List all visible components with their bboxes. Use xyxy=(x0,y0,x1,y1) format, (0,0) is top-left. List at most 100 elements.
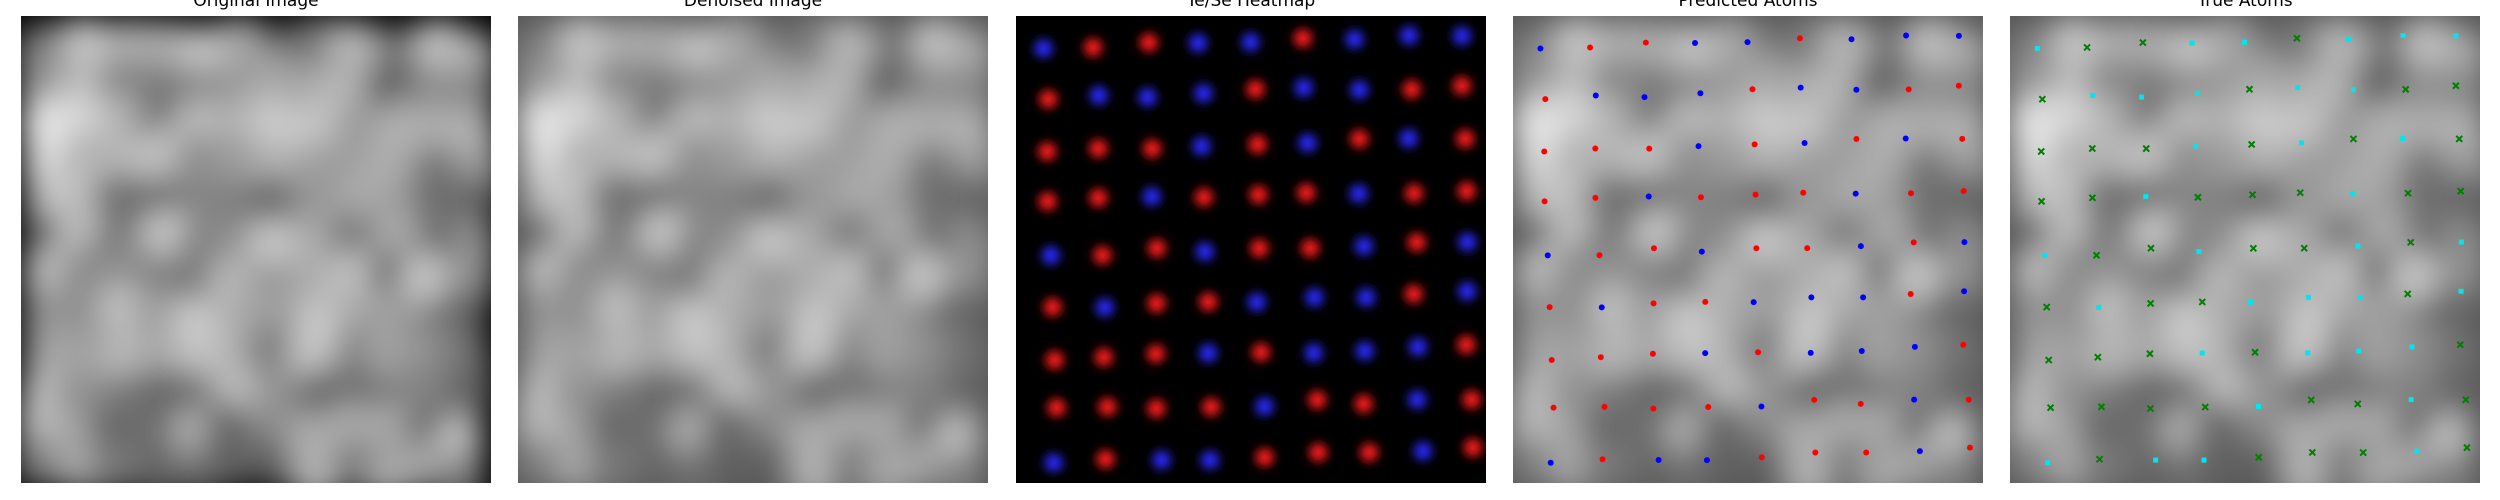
predicted-atom xyxy=(1902,135,1909,142)
texture-blob xyxy=(137,128,188,179)
texture-blob xyxy=(907,171,958,222)
texture-blob xyxy=(203,401,254,452)
panel-title: Te/Se Heatmap xyxy=(1186,0,1315,11)
texture-blob xyxy=(860,135,911,186)
texture-blob xyxy=(1781,174,1832,225)
texture-blob xyxy=(60,16,111,67)
predicted-atom xyxy=(1755,349,1762,356)
texture-blob xyxy=(1939,27,1983,78)
texture-blob xyxy=(2399,171,2450,222)
texture-blob xyxy=(746,97,798,148)
predicted-atom xyxy=(1695,143,1702,150)
panel-image xyxy=(1513,16,1983,483)
texture-blob xyxy=(1785,254,1836,306)
texture-blob xyxy=(786,174,837,225)
predicted-atom xyxy=(1541,198,1548,205)
true-atom-se xyxy=(2046,403,2055,412)
heatmap-dot xyxy=(1305,288,1324,307)
true-atom-se xyxy=(2401,85,2410,94)
texture-blob xyxy=(1855,135,1906,186)
heatmap-dot xyxy=(1308,390,1327,409)
predicted-atom xyxy=(1698,248,1705,255)
texture-blob xyxy=(1620,412,1671,463)
heatmap-dot xyxy=(1089,188,1108,207)
texture-blob xyxy=(827,249,878,300)
heatmap-dot xyxy=(1457,182,1476,201)
texture-blob xyxy=(2317,213,2368,264)
texture-blob xyxy=(248,55,299,106)
texture-blob xyxy=(250,174,301,225)
texture-blob xyxy=(1634,19,1685,70)
predicted-atom xyxy=(1598,304,1605,311)
texture-blob xyxy=(861,62,912,113)
heatmap-dot xyxy=(1202,398,1221,417)
texture-blob xyxy=(2386,440,2437,483)
texture-blob xyxy=(1547,286,1598,338)
heatmap-dot xyxy=(1404,284,1423,303)
predicted-atom xyxy=(1965,396,1972,403)
texture-blob xyxy=(2010,401,2057,453)
panel: True Atoms xyxy=(2010,0,2480,483)
true-atom-te xyxy=(2357,294,2363,300)
texture-blob xyxy=(170,298,221,349)
image-texture xyxy=(518,16,988,483)
texture-blob xyxy=(142,19,193,71)
texture-blob xyxy=(2322,289,2374,340)
heatmap-dot xyxy=(1095,298,1114,317)
texture-blob xyxy=(2195,256,2247,307)
predicted-atom xyxy=(1702,298,1709,305)
predicted-atom xyxy=(1751,141,1758,148)
predicted-atom xyxy=(1599,456,1606,463)
texture-blob xyxy=(783,413,834,464)
predicted-atom xyxy=(1655,457,1662,464)
predicted-atom xyxy=(1907,290,1914,297)
true-atom-se xyxy=(2247,140,2256,149)
predicted-atom xyxy=(1955,82,1962,89)
true-atom-se xyxy=(2249,244,2258,252)
texture-blob xyxy=(1698,256,1750,307)
texture-blob xyxy=(434,453,485,483)
true-atom-se xyxy=(2404,189,2412,197)
texture-blob xyxy=(551,92,602,143)
true-atom-se xyxy=(2296,189,2304,197)
predicted-atom xyxy=(1853,135,1860,142)
texture-blob xyxy=(2436,64,2480,115)
texture-blob xyxy=(1820,213,1871,264)
texture-blob xyxy=(933,451,984,483)
true-atom-se xyxy=(2042,303,2051,311)
texture-blob xyxy=(631,64,682,115)
true-atom-te xyxy=(2196,249,2202,255)
true-atom-te xyxy=(2400,136,2406,142)
predicted-atom xyxy=(1546,304,1553,311)
heatmap-dot xyxy=(1293,29,1312,48)
texture-blob xyxy=(215,16,266,67)
true-atom-se xyxy=(2038,95,2047,103)
heatmap-dot xyxy=(1194,188,1213,207)
texture-blob xyxy=(368,289,419,340)
texture-blob xyxy=(706,215,758,267)
predicted-atom xyxy=(1649,350,1656,357)
heatmap-dot xyxy=(1349,184,1368,203)
true-atom-se xyxy=(2094,353,2102,361)
heatmap-dot xyxy=(1084,38,1103,57)
predicted-atom xyxy=(1801,139,1808,146)
texture-blob xyxy=(628,285,679,336)
predicted-atom xyxy=(1547,459,1554,466)
texture-blob xyxy=(789,452,840,483)
texture-blob xyxy=(824,17,875,68)
texture-blob xyxy=(704,133,755,184)
heatmap-dot xyxy=(1096,450,1115,469)
true-atom-se xyxy=(2201,403,2209,411)
texture-blob xyxy=(396,442,447,483)
heatmap-dot xyxy=(1038,142,1057,161)
true-atom-se xyxy=(2146,404,2155,413)
heatmap-dot xyxy=(1142,187,1161,206)
true-atom-se xyxy=(2194,193,2202,201)
texture-blob xyxy=(706,178,757,229)
texture-blob xyxy=(245,438,297,483)
heatmap-dot xyxy=(1408,337,1427,356)
heatmap-dot xyxy=(1152,451,1171,470)
true-atom-se xyxy=(2349,135,2358,143)
texture-blob xyxy=(405,365,456,416)
heatmap-dot xyxy=(1297,183,1316,202)
